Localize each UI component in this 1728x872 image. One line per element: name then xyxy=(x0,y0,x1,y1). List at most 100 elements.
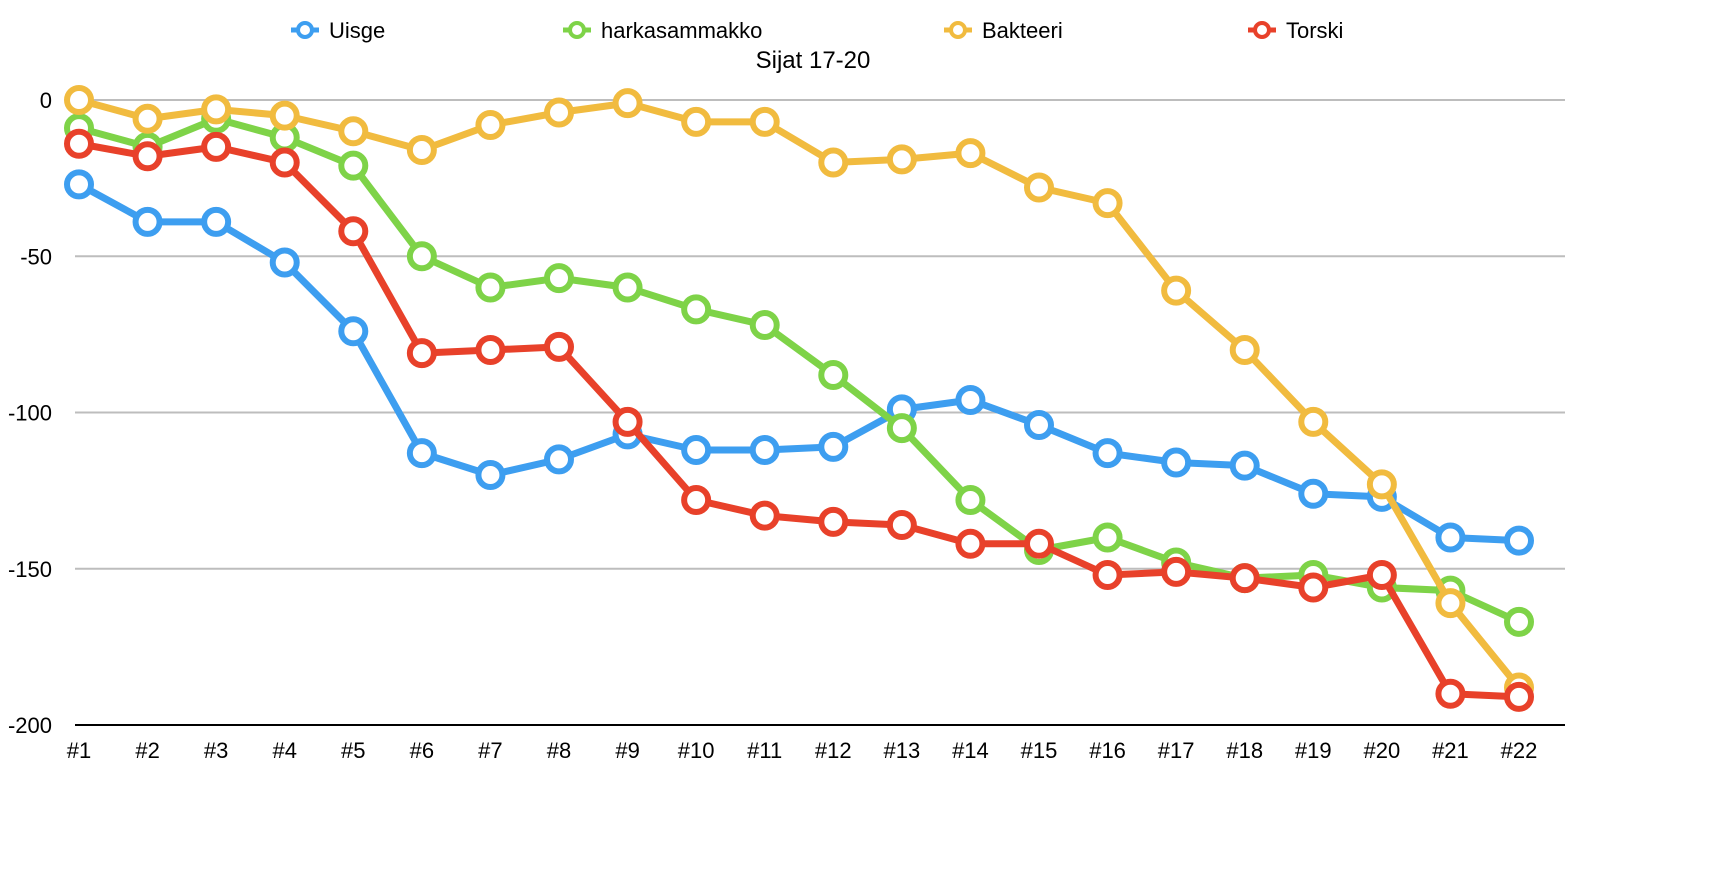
data-point xyxy=(1435,522,1466,553)
data-point xyxy=(406,135,437,165)
y-axis-ticks: 0 -50 -100 -150 -200 xyxy=(8,88,52,738)
data-point xyxy=(64,128,94,159)
data-point xyxy=(544,444,574,475)
y-tick-label: -150 xyxy=(8,557,52,582)
x-tick-label: #1 xyxy=(67,738,91,763)
data-point xyxy=(1024,172,1054,203)
legend-item: harkasammakko xyxy=(563,18,762,43)
x-tick-label: #11 xyxy=(747,738,782,763)
data-point xyxy=(406,338,437,369)
data-point xyxy=(475,460,506,490)
x-tick-label: #12 xyxy=(815,738,852,763)
y-tick-label: -200 xyxy=(8,713,52,738)
data-point xyxy=(64,169,94,200)
data-point xyxy=(1092,522,1123,553)
data-point xyxy=(818,506,849,537)
legend: Uisge harkasammakko Bakteeri Torski xyxy=(291,18,1343,43)
x-tick-label: #9 xyxy=(615,738,639,763)
data-point xyxy=(1024,528,1054,559)
data-point xyxy=(201,206,232,237)
data-point xyxy=(1366,469,1397,500)
legend-label: Torski xyxy=(1286,18,1343,43)
data-point xyxy=(681,294,712,325)
x-axis-ticks: #1 #2 #3 #4 #5 #6 #7 #8 #9 #10 #11 #12 #13 #14 #15 #16 #… xyxy=(67,738,1538,763)
data-point xyxy=(1504,606,1534,637)
data-point xyxy=(1024,410,1054,440)
data-point xyxy=(475,335,506,365)
data-point xyxy=(1161,275,1192,306)
data-point xyxy=(269,247,300,278)
data-point xyxy=(1435,678,1466,709)
x-tick-label: #7 xyxy=(478,738,502,763)
data-point xyxy=(1229,335,1260,365)
data-point xyxy=(338,116,369,147)
data-point xyxy=(338,216,369,247)
x-tick-label: #14 xyxy=(952,738,989,763)
y-tick-label: -100 xyxy=(8,401,52,426)
data-point xyxy=(612,406,643,437)
data-point xyxy=(1504,681,1534,712)
x-tick-label: #3 xyxy=(204,738,228,763)
series-line xyxy=(77,181,1520,545)
x-tick-label: #18 xyxy=(1226,738,1263,763)
data-point xyxy=(1229,450,1260,481)
data-point xyxy=(475,110,506,140)
x-tick-label: #17 xyxy=(1158,738,1195,763)
data-point xyxy=(1504,525,1534,556)
data-point xyxy=(886,510,917,540)
data-point xyxy=(1298,478,1329,509)
data-point xyxy=(955,385,986,415)
series-line xyxy=(78,115,1521,626)
data-point xyxy=(1366,560,1397,590)
x-tick-label: #13 xyxy=(883,738,920,763)
y-tick-label: -50 xyxy=(20,244,52,269)
data-point xyxy=(955,138,986,169)
x-tick-label: #21 xyxy=(1432,738,1469,763)
data-point xyxy=(886,144,917,175)
x-tick-label: #2 xyxy=(135,738,159,763)
data-point xyxy=(749,435,780,465)
data-point xyxy=(681,106,712,137)
data-point xyxy=(749,310,780,340)
data-point xyxy=(1298,572,1329,603)
data-point xyxy=(681,485,712,515)
series-torski xyxy=(64,128,1534,712)
legend-label: Uisge xyxy=(329,18,385,43)
data-point xyxy=(1435,588,1466,619)
data-point xyxy=(338,316,369,347)
data-point xyxy=(406,438,437,469)
legend-item: Torski xyxy=(1248,18,1343,43)
legend-marker-icon xyxy=(1253,21,1271,39)
x-tick-label: #10 xyxy=(678,738,715,763)
legend-item: Uisge xyxy=(291,18,385,43)
y-tick-label: 0 xyxy=(40,88,52,113)
chart-title: Sijat 17-20 xyxy=(756,47,871,74)
data-point xyxy=(886,413,917,444)
legend-marker-icon xyxy=(568,21,586,39)
data-point xyxy=(818,431,849,462)
data-point xyxy=(132,141,163,172)
data-point xyxy=(201,131,232,162)
data-point xyxy=(1229,563,1260,594)
x-tick-label: #6 xyxy=(410,738,434,763)
series-bakteeri xyxy=(64,85,1534,703)
x-tick-label: #20 xyxy=(1363,738,1400,763)
x-tick-label: #5 xyxy=(341,738,365,763)
x-tick-label: #8 xyxy=(547,738,571,763)
data-point xyxy=(1298,406,1329,437)
data-point xyxy=(269,100,300,131)
legend-item: Bakteeri xyxy=(944,18,1063,43)
data-point xyxy=(612,88,643,119)
data-point xyxy=(749,106,780,137)
legend-marker-icon xyxy=(949,21,967,39)
data-point xyxy=(132,103,163,134)
data-point xyxy=(1092,438,1123,469)
data-point xyxy=(818,360,849,390)
x-tick-label: #16 xyxy=(1089,738,1126,763)
data-point xyxy=(1161,556,1192,587)
data-point xyxy=(818,147,849,178)
data-point xyxy=(1092,188,1123,219)
data-point xyxy=(681,435,712,465)
data-point xyxy=(955,528,986,559)
data-point xyxy=(338,150,369,181)
